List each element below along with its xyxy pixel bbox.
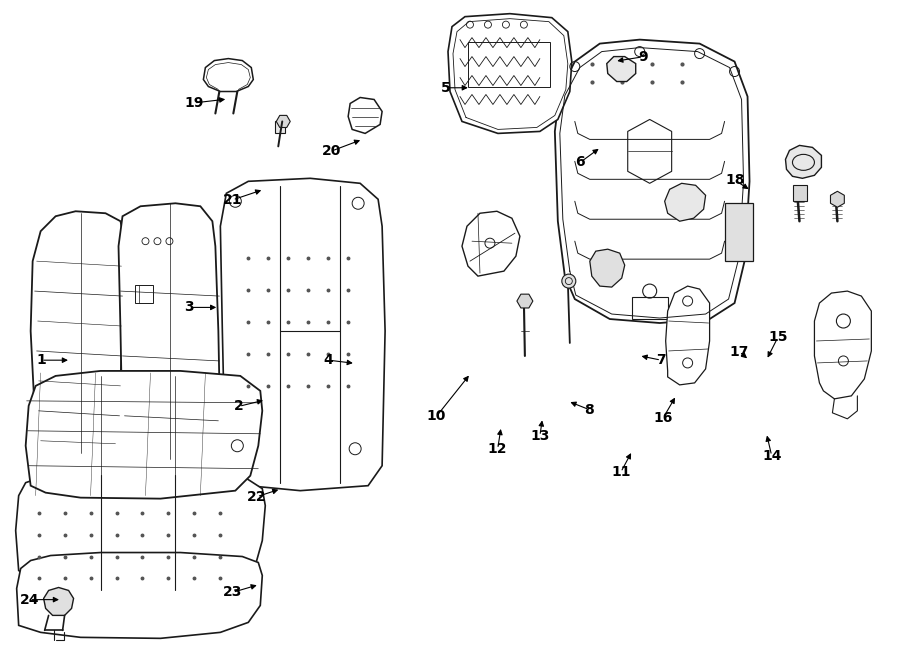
Text: 3: 3 xyxy=(184,300,194,315)
Text: 22: 22 xyxy=(247,490,266,504)
Text: 13: 13 xyxy=(530,429,550,443)
Bar xyxy=(275,122,285,134)
Polygon shape xyxy=(666,286,709,385)
Text: 12: 12 xyxy=(488,442,508,456)
Bar xyxy=(632,297,668,319)
Text: 16: 16 xyxy=(653,411,672,425)
Polygon shape xyxy=(627,120,671,183)
Polygon shape xyxy=(26,371,262,498)
Polygon shape xyxy=(665,183,706,221)
Text: 15: 15 xyxy=(769,330,788,344)
Text: 11: 11 xyxy=(611,465,631,479)
Polygon shape xyxy=(17,553,262,639)
Polygon shape xyxy=(554,40,750,323)
Polygon shape xyxy=(348,97,382,134)
Polygon shape xyxy=(517,294,533,308)
Polygon shape xyxy=(607,57,635,81)
Text: 1: 1 xyxy=(36,353,46,367)
Polygon shape xyxy=(814,291,871,399)
Polygon shape xyxy=(220,178,385,490)
Text: 8: 8 xyxy=(584,403,594,416)
Text: 10: 10 xyxy=(427,409,446,423)
Text: 2: 2 xyxy=(234,399,244,413)
Text: 23: 23 xyxy=(223,586,242,600)
Polygon shape xyxy=(276,116,290,128)
Text: 9: 9 xyxy=(638,50,648,63)
Text: 24: 24 xyxy=(20,593,40,607)
Polygon shape xyxy=(203,59,253,91)
Circle shape xyxy=(562,274,576,288)
Polygon shape xyxy=(119,204,220,461)
Bar xyxy=(136,285,154,303)
Polygon shape xyxy=(462,212,520,276)
Text: 4: 4 xyxy=(324,353,334,367)
Polygon shape xyxy=(831,191,844,208)
Text: 20: 20 xyxy=(321,144,341,158)
Text: 19: 19 xyxy=(184,96,203,110)
Bar xyxy=(468,42,550,87)
Polygon shape xyxy=(448,14,572,134)
Text: 6: 6 xyxy=(575,155,585,169)
Text: 17: 17 xyxy=(730,344,749,359)
Text: 5: 5 xyxy=(441,81,450,95)
Polygon shape xyxy=(43,588,74,615)
Text: 14: 14 xyxy=(762,449,781,463)
Polygon shape xyxy=(15,473,265,590)
Bar xyxy=(724,204,752,261)
Polygon shape xyxy=(31,212,125,455)
Text: 7: 7 xyxy=(656,353,666,367)
Polygon shape xyxy=(786,145,822,178)
Bar xyxy=(794,185,807,201)
Text: 18: 18 xyxy=(725,173,744,187)
Polygon shape xyxy=(590,249,625,287)
Text: 21: 21 xyxy=(223,193,242,207)
